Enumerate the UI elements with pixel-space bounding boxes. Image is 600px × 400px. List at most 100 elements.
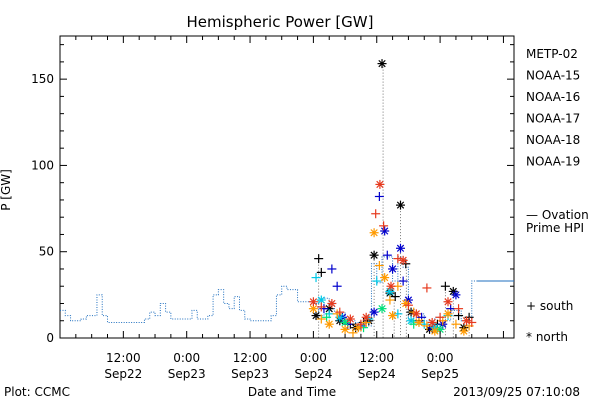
satellite-points (308, 59, 477, 338)
plot-frame (59, 35, 515, 339)
plot-border (59, 35, 515, 339)
legend: METP-02 NOAA-15 NOAA-16 NOAA-17 NOAA-18 NOAA-… (526, 47, 580, 169)
point-south (371, 209, 381, 219)
point-north (369, 250, 379, 260)
x-tick-label-time: 0:00 (300, 351, 327, 365)
legend-entry: NOAA-19 (526, 155, 580, 169)
point-south (390, 292, 400, 302)
point-north (375, 179, 385, 189)
point-north (398, 255, 408, 265)
point-north (388, 264, 398, 274)
legend-north: * north (526, 330, 568, 344)
series-noaa-19 (308, 179, 477, 329)
point-north (340, 317, 350, 327)
point-south (467, 317, 477, 327)
point-north (369, 228, 379, 238)
point-north (308, 304, 318, 314)
x-axis-label: Date and Time (248, 385, 336, 399)
ovation-legend-line1: — Ovation (526, 208, 589, 222)
point-south (422, 321, 432, 331)
x-tick-label-date: Sep24 (294, 367, 332, 381)
point-south (372, 276, 382, 286)
x-tick-label-time: 12:00 (359, 351, 394, 365)
x-tick-label-time: 12:00 (106, 351, 141, 365)
point-north (443, 297, 453, 307)
x-axis: 12:00 Sep22 0:00 Sep23 12:00 Sep23 0:00 Sep24 12… (59, 36, 504, 381)
x-tick-label-time: 12:00 (233, 351, 268, 365)
point-north (377, 59, 387, 69)
point-north (414, 317, 424, 327)
point-south (379, 221, 389, 231)
series-noaa-15 (319, 191, 461, 333)
point-south (374, 261, 384, 271)
point-south (403, 300, 413, 310)
point-south (348, 328, 358, 338)
point-south (451, 319, 461, 329)
point-north (380, 273, 390, 283)
point-north (411, 309, 421, 319)
ovation-legend-line2: Prime HPI (526, 221, 584, 235)
point-south (314, 254, 324, 264)
y-tick-label: 150 (31, 72, 54, 86)
y-tick-label: 50 (39, 245, 54, 259)
point-north (396, 243, 405, 253)
x-tick-label-time: 0:00 (173, 351, 200, 365)
point-north (311, 311, 321, 321)
point-north (340, 324, 350, 334)
point-south (398, 276, 408, 286)
legend-entry: NOAA-15 (526, 69, 580, 83)
point-north (377, 304, 387, 314)
x-tick-label-date: Sep22 (104, 367, 142, 381)
point-north (327, 298, 337, 308)
ovation-step-line (60, 256, 478, 329)
timestamp: 2013/09/25 07:10:08 (453, 385, 580, 399)
point-south (356, 319, 366, 329)
point-north (451, 290, 461, 300)
point-south (435, 312, 445, 322)
y-tick-label: 100 (31, 158, 54, 172)
y-axis: 0 50 100 150 (31, 44, 514, 345)
series-metp-02 (311, 59, 474, 334)
point-north (443, 309, 453, 319)
point-north (308, 297, 318, 307)
y-axis-label: P [GW] (0, 169, 13, 211)
x-tick-label-date: Sep24 (358, 367, 396, 381)
point-north (324, 319, 334, 329)
point-south (440, 281, 450, 291)
chart-title: Hemispheric Power [GW] (187, 13, 374, 31)
x-tick-label-time: 0:00 (427, 351, 454, 365)
ovation-series (60, 256, 514, 329)
point-south (382, 250, 392, 260)
point-north (388, 311, 398, 321)
x-tick-label-date: Sep25 (421, 367, 459, 381)
point-north (427, 317, 437, 327)
point-south (332, 281, 342, 291)
x-tick-label-date: Sep23 (168, 367, 206, 381)
point-south (327, 264, 337, 274)
y-tick-label: 0 (46, 331, 54, 345)
point-north (396, 200, 405, 210)
x-tick-label-date: Sep23 (231, 367, 269, 381)
point-south (422, 283, 432, 293)
point-north (386, 281, 396, 291)
point-south (316, 267, 326, 277)
point-south (335, 307, 345, 317)
point-south (454, 304, 464, 314)
series-noaa-18 (308, 228, 474, 338)
legend-south: + south (526, 299, 573, 313)
point-north (369, 307, 379, 317)
legend-entry: NOAA-18 (526, 133, 580, 147)
point-north (345, 314, 355, 324)
legend-entry: NOAA-17 (526, 112, 580, 126)
point-south (374, 191, 384, 201)
point-south (385, 295, 395, 305)
point-south (316, 314, 326, 324)
point-north (361, 312, 371, 322)
point-south (316, 302, 326, 312)
point-north (430, 326, 440, 336)
point-north (461, 316, 471, 326)
point-north (459, 326, 469, 336)
plot-credit: Plot: CCMC (4, 385, 70, 399)
point-north (380, 226, 390, 236)
